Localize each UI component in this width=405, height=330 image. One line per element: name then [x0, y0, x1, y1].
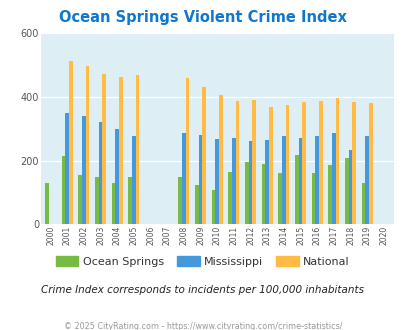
Bar: [82, 116, 85, 224]
Bar: [318, 101, 322, 224]
Bar: [62, 156, 65, 224]
Bar: [202, 87, 206, 224]
Bar: [95, 177, 98, 224]
Bar: [132, 136, 135, 224]
Bar: [232, 138, 235, 224]
Bar: [261, 164, 265, 224]
Bar: [344, 158, 348, 224]
Bar: [352, 102, 355, 224]
Bar: [219, 95, 222, 224]
Bar: [348, 150, 352, 224]
Bar: [298, 138, 302, 224]
Bar: [135, 75, 139, 224]
Bar: [98, 122, 102, 224]
Bar: [311, 173, 315, 224]
Bar: [78, 175, 82, 224]
Text: Ocean Springs Violent Crime Index: Ocean Springs Violent Crime Index: [59, 10, 346, 25]
Bar: [65, 113, 69, 224]
Bar: [45, 183, 49, 224]
Bar: [281, 136, 285, 224]
Bar: [278, 173, 281, 224]
Bar: [285, 105, 289, 224]
Bar: [248, 142, 252, 224]
Bar: [269, 107, 272, 224]
Bar: [181, 133, 185, 224]
Bar: [85, 67, 89, 224]
Bar: [119, 77, 122, 224]
Bar: [252, 100, 256, 224]
Text: © 2025 CityRating.com - https://www.cityrating.com/crime-statistics/: © 2025 CityRating.com - https://www.city…: [64, 322, 341, 330]
Bar: [331, 134, 335, 224]
Bar: [302, 102, 305, 224]
Bar: [69, 61, 72, 224]
Bar: [328, 165, 331, 224]
Legend: Ocean Springs, Mississippi, National: Ocean Springs, Mississippi, National: [52, 251, 353, 271]
Bar: [245, 162, 248, 224]
Bar: [211, 190, 215, 224]
Bar: [315, 136, 318, 224]
Bar: [215, 139, 219, 224]
Bar: [198, 135, 202, 224]
Bar: [178, 177, 181, 224]
Bar: [111, 183, 115, 224]
Bar: [194, 184, 198, 224]
Bar: [185, 78, 189, 224]
Bar: [368, 103, 372, 224]
Bar: [265, 140, 269, 224]
Text: Crime Index corresponds to incidents per 100,000 inhabitants: Crime Index corresponds to incidents per…: [41, 285, 364, 295]
Bar: [335, 98, 339, 224]
Bar: [294, 155, 298, 224]
Bar: [364, 136, 368, 224]
Bar: [115, 129, 119, 224]
Bar: [102, 74, 106, 224]
Bar: [235, 101, 239, 224]
Bar: [361, 183, 364, 224]
Bar: [128, 177, 132, 224]
Bar: [228, 172, 232, 224]
